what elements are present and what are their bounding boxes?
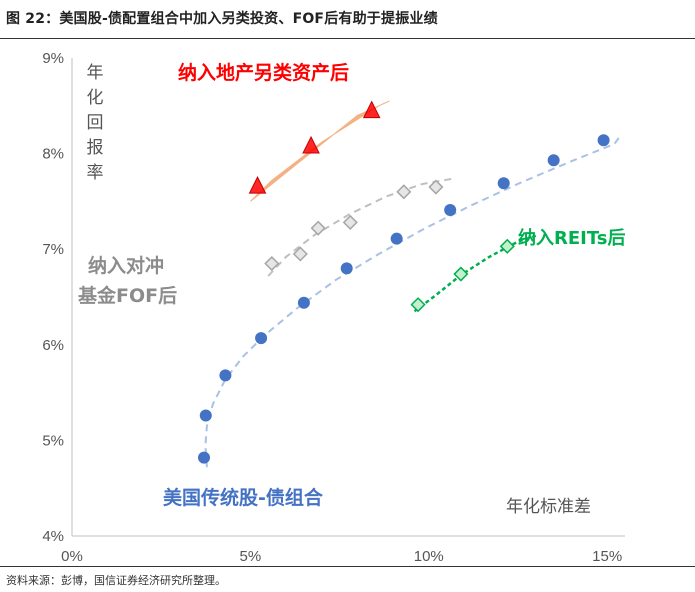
y-axis-label-char: 率 [87,163,104,183]
trend-line-hedge-fof [267,177,454,277]
point-traditional [297,296,310,309]
y-tick-label: 4% [42,528,64,545]
point-traditional [497,177,510,190]
figure-title: 图 22：美国股-债配置组合中加入另类投资、FOF后有助于提振业绩 [6,11,438,27]
point-traditional [255,332,268,345]
chart-labels: 纳入地产另类资产后 纳入REITs后 美国传统股-债组合 纳入对冲 基金FOF后… [77,61,625,517]
x-tick-label: 10% [414,548,444,565]
point-reits [499,238,515,254]
title-rule [0,38,695,39]
series-label-real-estate: 纳入地产另类资产后 [178,61,349,84]
point-traditional [547,154,560,167]
point-reits [410,297,426,313]
point-hedge-fof [292,246,308,262]
point-hedge-fof [342,214,358,230]
y-tick-label: 6% [42,337,64,354]
x-axis-label: 年化标准差 [506,497,591,517]
y-tick-label: 9% [42,50,64,67]
point-real-estate [362,100,381,119]
point-hedge-fof [396,184,412,200]
point-traditional [597,134,610,147]
x-tick-label: 5% [240,548,262,565]
data-points [198,100,610,464]
source-rule [0,566,695,567]
point-traditional [199,409,212,422]
trend-bands [204,100,623,468]
point-hedge-fof [264,255,280,272]
axes: 4% 5% 6% 7% 8% 9% 0% 5% 10% 15% [42,50,625,565]
point-traditional [219,369,232,382]
point-reits [453,266,469,282]
y-axis-label-char: 化 [87,88,104,108]
point-real-estate [248,175,267,194]
y-tick-label: 5% [42,432,64,449]
x-tick-label: 15% [592,548,622,565]
y-tick-label: 8% [42,146,64,163]
series-label-reits: 纳入REITs后 [518,227,625,249]
point-traditional [444,204,457,217]
series-label-hedge-fof-line1: 纳入对冲 [88,254,164,277]
y-axis-label-char: 回 [87,113,104,133]
y-axis-label-char: 年 [87,63,104,83]
series-label-traditional: 美国传统股-债组合 [163,486,324,509]
point-hedge-fof [310,220,326,236]
series-label-hedge-fof-line2: 基金FOF后 [77,284,177,307]
x-tick-label: 0% [61,548,83,565]
point-traditional [340,262,353,275]
y-tick-label: 7% [42,241,64,258]
y-axis-label-char: 报 [87,138,104,158]
source-note: 资料来源：彭博，国信证券经济研究所整理。 [6,574,226,587]
point-hedge-fof [428,179,444,195]
point-traditional [198,451,211,464]
point-real-estate [302,135,320,154]
point-traditional [390,232,403,245]
trend-line-reits [413,234,537,313]
